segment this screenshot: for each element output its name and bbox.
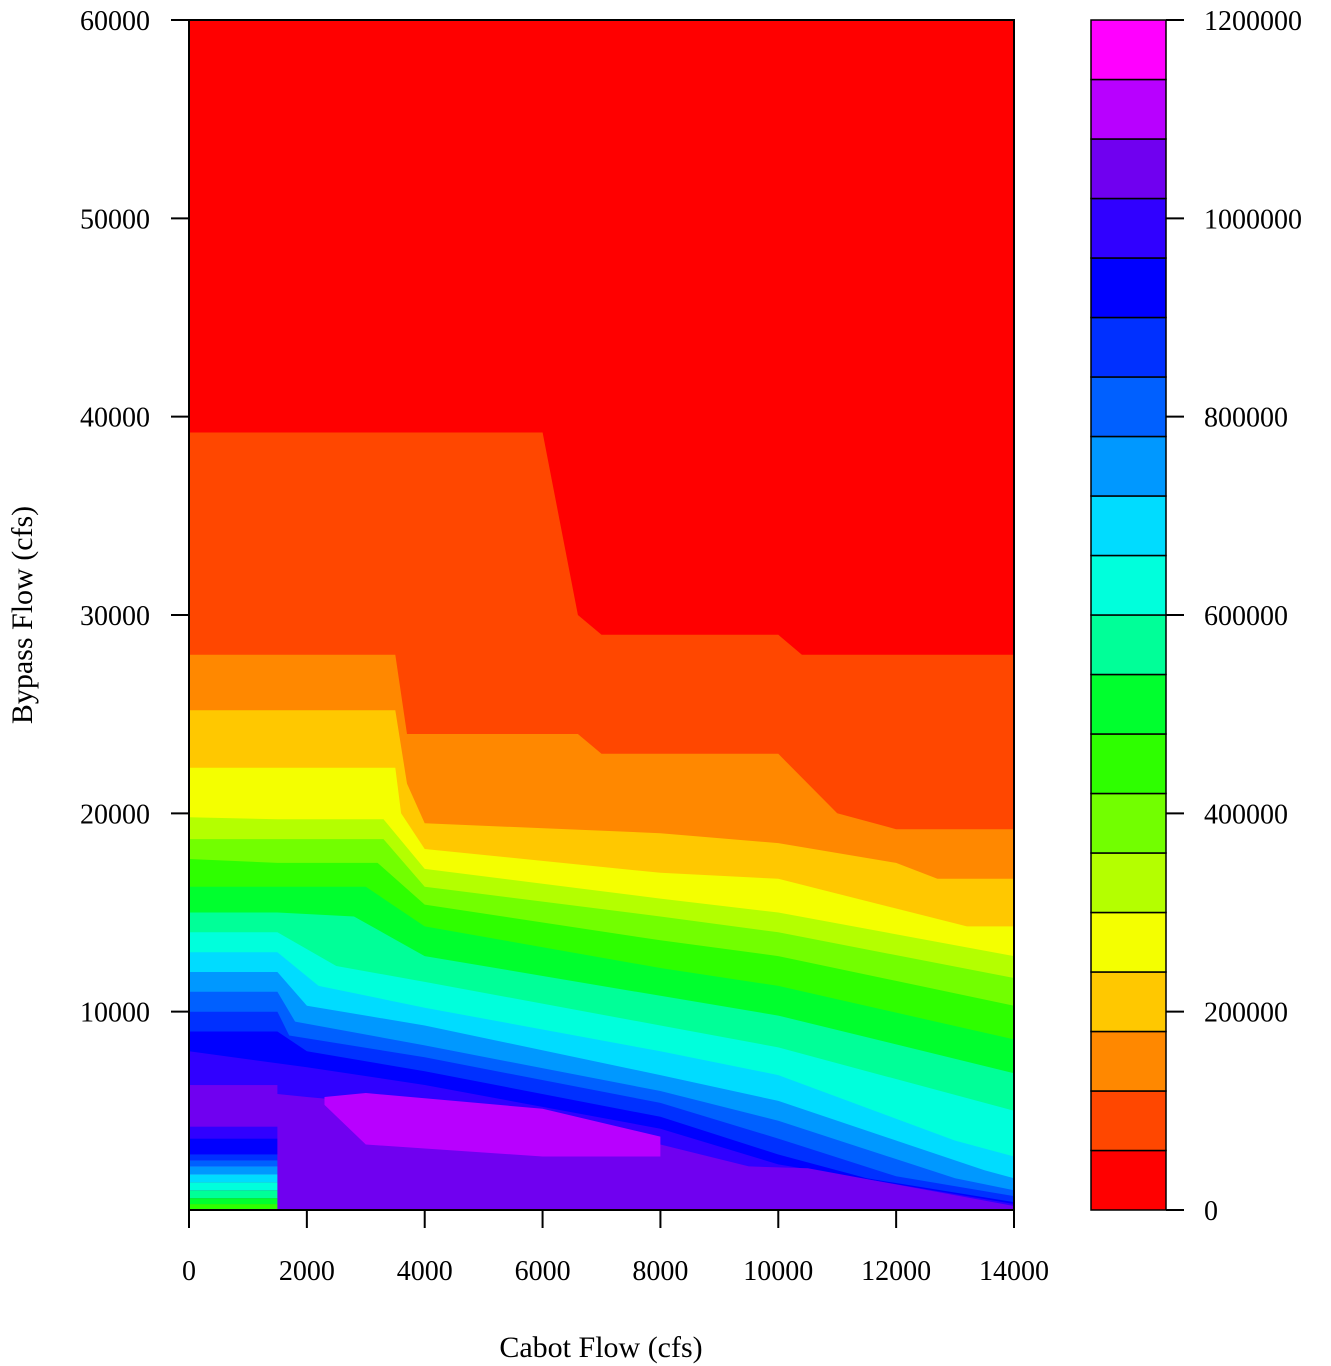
contour-band-low-level-13 [189, 1160, 278, 1167]
colorbar-swatch [1090, 1030, 1167, 1092]
x-axis: 0 2000 4000 6000 8000 10000 12000 14000 [182, 1210, 1049, 1287]
contour-band-low-level-9 [189, 1190, 278, 1199]
colorbar-swatch [1090, 435, 1167, 497]
y-axis: 10000 20000 30000 40000 50000 60000 [80, 6, 189, 1029]
colorbar-tick-label: 200000 [1204, 998, 1288, 1029]
contour-band-low-level-11 [189, 1174, 278, 1183]
x-tick-label: 12000 [861, 1256, 931, 1287]
colorbar-swatch [1090, 495, 1167, 557]
contour-band-low-level-17 [189, 1085, 278, 1127]
y-tick-label: 30000 [80, 601, 150, 632]
contour-fills [189, 20, 1014, 1210]
contour-band-low-level-7 [189, 1204, 278, 1210]
colorbar: 0 200000 400000 600000 800000 1000000 1200000 [1090, 6, 1302, 1227]
colorbar-swatch [1090, 792, 1167, 854]
colorbar-swatch [1090, 138, 1167, 200]
contour-band-low-level-14 [189, 1154, 278, 1161]
colorbar-swatch [1090, 911, 1167, 973]
colorbar-swatch [1090, 1149, 1167, 1211]
y-tick-label: 20000 [80, 799, 150, 830]
colorbar-tick-label: 1000000 [1204, 204, 1302, 235]
y-axis-title: Bypass Flow (cfs) [6, 506, 39, 724]
colorbar-swatch [1090, 19, 1167, 81]
colorbar-swatch [1090, 316, 1167, 378]
y-tick-label: 10000 [80, 998, 150, 1029]
contour-band-low-level-12 [189, 1166, 278, 1175]
colorbar-tick-label: 800000 [1204, 403, 1288, 434]
colorbar-swatch [1090, 1090, 1167, 1152]
contour-band-low-level-16 [189, 1126, 278, 1139]
colorbar-tick-label: 400000 [1204, 799, 1288, 830]
x-tick-label: 2000 [279, 1256, 335, 1287]
y-tick-label: 40000 [80, 403, 150, 434]
colorbar-swatch [1090, 852, 1167, 914]
colorbar-swatch [1090, 376, 1167, 438]
colorbar-swatch [1090, 554, 1167, 616]
colorbar-swatch [1090, 971, 1167, 1033]
x-tick-label: 6000 [515, 1256, 571, 1287]
x-tick-label: 10000 [743, 1256, 813, 1287]
x-tick-label: 8000 [632, 1256, 688, 1287]
colorbar-swatch [1090, 673, 1167, 735]
colorbar-tick-label: 1200000 [1204, 6, 1302, 37]
colorbar-tick-label: 600000 [1204, 601, 1288, 632]
contour-peak-region [324, 1093, 661, 1157]
colorbar-swatch [1090, 257, 1167, 319]
colorbar-swatch [1090, 78, 1167, 140]
colorbar-swatch [1090, 733, 1167, 795]
colorbar-swatch [1090, 614, 1167, 676]
y-tick-label: 60000 [80, 6, 150, 37]
x-axis-title: Cabot Flow (cfs) [499, 1331, 702, 1364]
x-tick-label: 4000 [397, 1256, 453, 1287]
contour-band-low-level-8 [189, 1198, 278, 1205]
x-tick-label: 0 [182, 1256, 196, 1287]
colorbar-tick-label: 0 [1204, 1196, 1218, 1227]
x-tick-label: 14000 [979, 1256, 1049, 1287]
colorbar-swatch [1090, 197, 1167, 259]
contour-band-low-level-15 [189, 1138, 278, 1155]
y-tick-label: 50000 [80, 204, 150, 235]
contour-band-low-level-10 [189, 1182, 278, 1191]
